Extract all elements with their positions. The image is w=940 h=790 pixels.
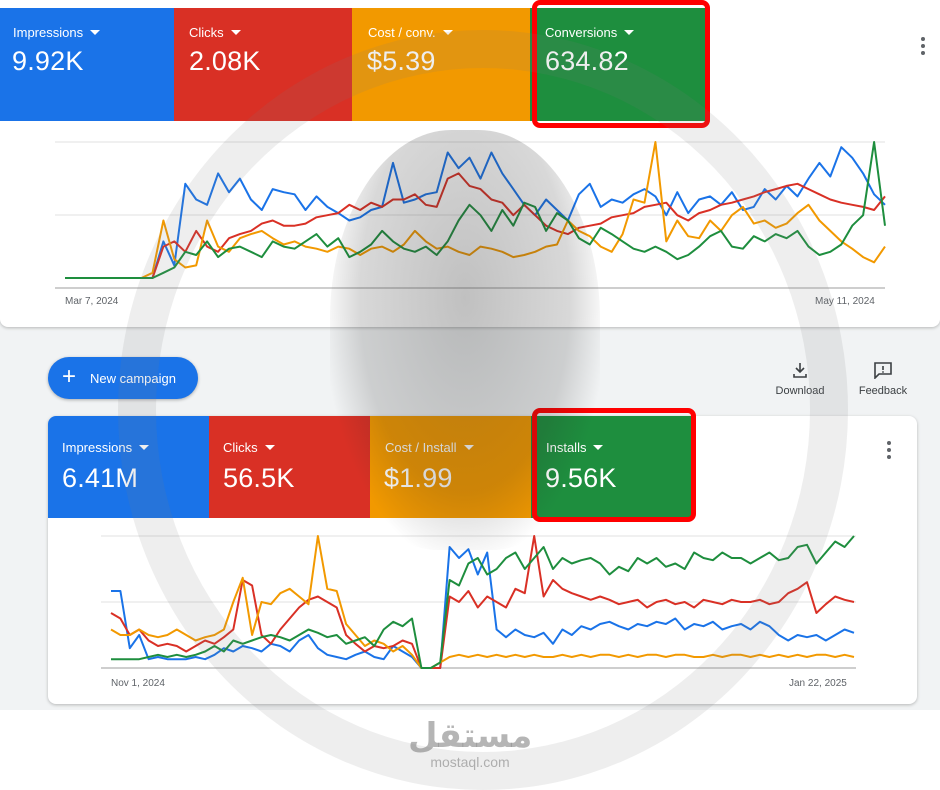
feedback-icon — [874, 362, 892, 379]
metric-tile-impressions[interactable]: Impressions 9.92K — [0, 8, 174, 121]
metric-tile-clicks[interactable]: Clicks 56.5K — [209, 416, 370, 518]
series-line-4 — [111, 535, 855, 669]
metric-tile-installs[interactable]: Installs 9.56K — [531, 416, 692, 518]
metric-tile-clicks[interactable]: Clicks 2.08K — [174, 8, 352, 121]
x-axis-start-label: Nov 1, 2024 — [111, 678, 165, 689]
new-campaign-button[interactable]: + New campaign — [48, 357, 198, 399]
x-axis-end-label: May 11, 2024 — [815, 296, 875, 307]
line-chart-top — [55, 141, 886, 289]
series-line-4 — [65, 141, 886, 279]
caret-down-icon — [264, 445, 275, 451]
caret-down-icon — [90, 30, 101, 36]
metric-value: 634.82 — [545, 46, 629, 76]
metric-tile-impressions[interactable]: Impressions 6.41M — [48, 416, 209, 518]
watermark-logo: مستقل mostaql.com — [408, 716, 533, 770]
x-axis-start-label: Mar 7, 2024 — [65, 296, 119, 307]
line-chart-bottom — [101, 535, 856, 669]
metric-label: Clicks — [189, 25, 241, 40]
metric-value: $5.39 — [367, 46, 436, 76]
caret-down-icon — [139, 445, 150, 451]
metric-label: Installs — [546, 440, 604, 455]
more-vert-icon[interactable] — [887, 441, 891, 462]
caret-down-icon — [463, 445, 474, 451]
metric-value: 2.08K — [189, 46, 261, 76]
more-vert-icon[interactable] — [921, 37, 925, 58]
campaign-chart-card-bottom: Impressions 6.41M Clicks 56.5K Cost / In… — [48, 416, 917, 704]
feedback-button[interactable]: Feedback — [856, 361, 910, 397]
highlight-frame-installs — [532, 408, 696, 522]
caret-down-icon — [230, 30, 241, 36]
metric-label: Conversions — [545, 25, 635, 40]
metric-tile-cost-per-conv[interactable]: Cost / conv. $5.39 — [352, 8, 530, 121]
caret-down-icon — [442, 30, 453, 36]
caret-down-icon — [593, 445, 604, 451]
metric-label: Cost / Install — [385, 440, 474, 455]
x-axis-end-label: Jan 22, 2025 — [789, 678, 847, 689]
highlight-frame-conversions — [532, 0, 710, 128]
metric-label: Cost / conv. — [368, 25, 453, 40]
campaign-chart-card-top: Impressions 9.92K Clicks 2.08K Cost / co… — [0, 0, 940, 327]
metric-label: Impressions — [62, 440, 150, 455]
metric-tile-conversions[interactable]: Conversions 634.82 — [530, 8, 708, 121]
metric-value: 6.41M — [62, 463, 139, 493]
metric-value: $1.99 — [384, 463, 453, 493]
series-line-3 — [65, 141, 886, 279]
caret-down-icon — [624, 30, 635, 36]
series-line-3 — [110, 535, 855, 669]
plus-icon: + — [62, 363, 77, 390]
series-line-1 — [111, 546, 855, 669]
series-line-1 — [65, 146, 886, 279]
download-button[interactable]: Download — [770, 361, 830, 397]
metric-tile-cost-per-install[interactable]: Cost / Install $1.99 — [370, 416, 531, 518]
metric-value: 9.56K — [545, 463, 617, 493]
metric-value: 56.5K — [223, 463, 295, 493]
download-icon — [793, 363, 807, 378]
metric-value: 9.92K — [12, 46, 84, 76]
metric-label: Impressions — [13, 25, 101, 40]
metric-label: Clicks — [223, 440, 275, 455]
series-line-2 — [110, 535, 855, 669]
